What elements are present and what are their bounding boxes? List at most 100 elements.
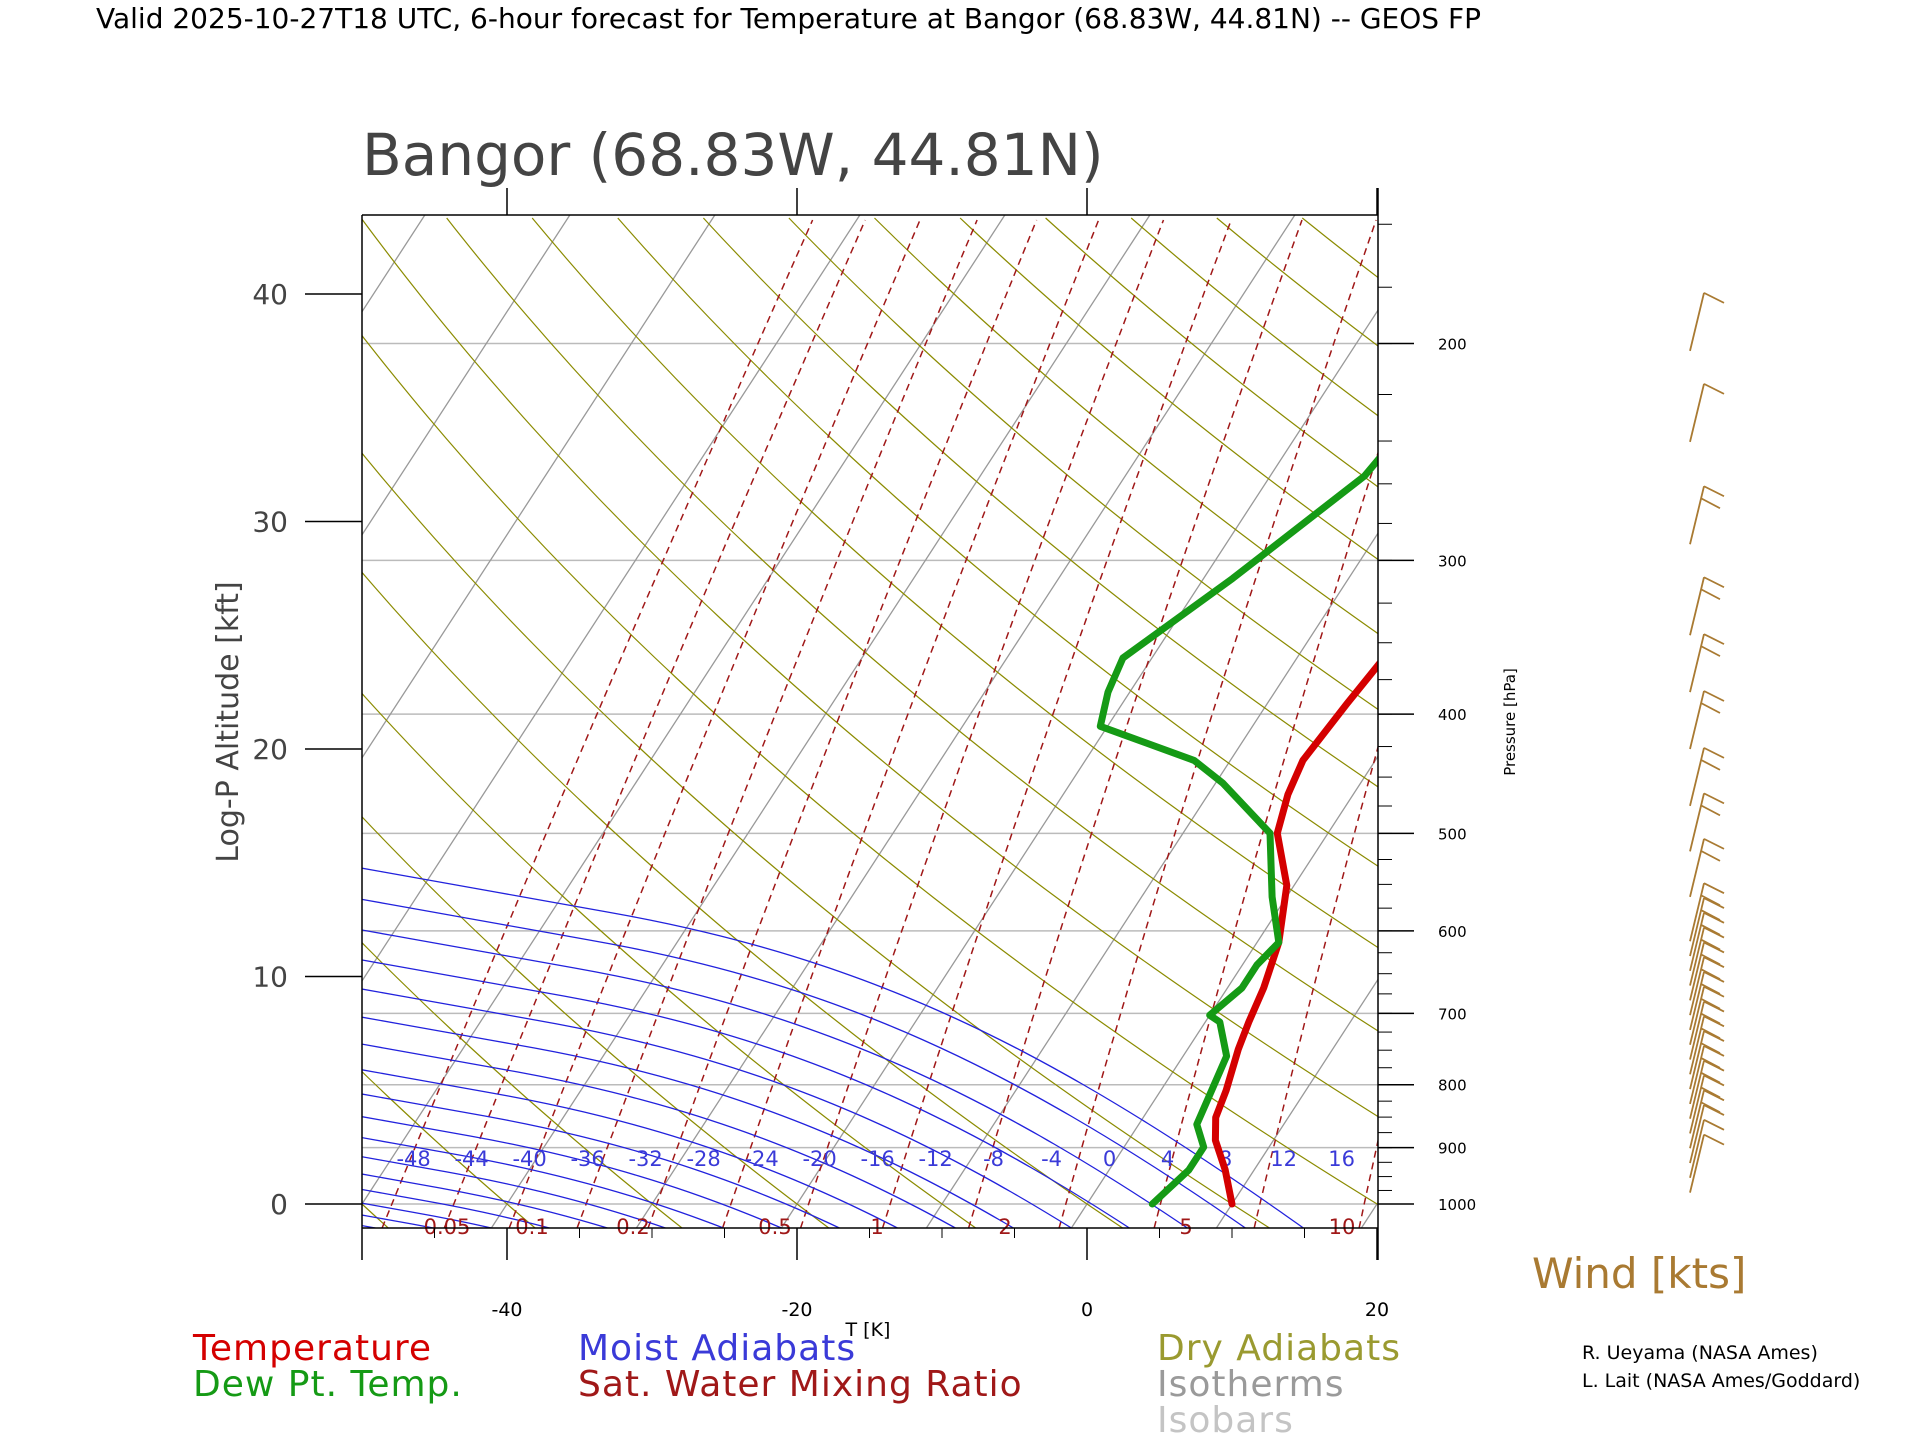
mixing-ratio-line	[1254, 220, 1535, 1228]
dry-adiabat-line	[0, 218, 535, 1228]
moist-adiabat-label: -32	[628, 1147, 662, 1171]
moist-adiabat-line	[0, 212, 549, 1228]
moist-adiabat-line	[0, 212, 839, 1228]
wind-barb-staff	[1690, 793, 1704, 851]
dry-adiabat-line	[1388, 218, 1920, 1228]
moist-adiabat-label: -20	[802, 1147, 836, 1171]
credit-line-1: R. Ueyama (NASA Ames)	[1582, 1342, 1818, 1364]
wind-barb-flag	[1701, 646, 1720, 656]
wind-barb-flag	[1704, 793, 1724, 803]
wind-barb-flag	[1701, 851, 1720, 861]
x-tick-label: -20	[781, 1299, 812, 1321]
dry-adiabat-line	[1217, 218, 1920, 1228]
dry-adiabat-line	[19, 218, 976, 1228]
mixing-ratio-line	[723, 220, 1099, 1228]
moist-adiabat-label: -16	[860, 1147, 894, 1171]
pressure-tick-label: 600	[1438, 923, 1467, 941]
wind-barb-flag	[1704, 1135, 1724, 1145]
y-tick-label: 20	[252, 733, 288, 766]
credit-line-2: L. Lait (NASA Ames/Goddard)	[1582, 1370, 1860, 1392]
mixing-ratio-line	[1701, 220, 1892, 1228]
dry-adiabat-line	[0, 218, 682, 1228]
moist-adiabat-label: -28	[686, 1147, 720, 1171]
dry-adiabat-line	[1302, 218, 1920, 1228]
pressure-tick-label: 800	[1438, 1077, 1467, 1095]
dry-adiabat-line	[875, 218, 1920, 1228]
mixing-ratio-line	[1359, 220, 1619, 1228]
dry-adiabat-line	[0, 218, 388, 1228]
legend-dewpoint: Dew Pt. Temp.	[193, 1364, 463, 1405]
wind-barb-flag	[1701, 589, 1720, 599]
wind-barb-staff	[1690, 691, 1704, 749]
legend-isotherms: Isotherms	[1157, 1364, 1344, 1405]
mixing-ratio-line	[509, 220, 920, 1228]
mixing-ratio-line	[444, 220, 865, 1228]
legend-temperature: Temperature	[193, 1328, 432, 1369]
wind-barb-flag	[1704, 691, 1724, 701]
mixing-ratio-label: 0.05	[424, 1215, 471, 1239]
legend-dry-adiabats: Dry Adiabats	[1157, 1328, 1401, 1369]
dry-adiabat-line	[618, 218, 1920, 1228]
moist-adiabat-line	[0, 212, 1129, 1228]
y-tick-label: 40	[252, 278, 288, 311]
isotherm-line	[1071, 215, 1729, 1228]
dewpoint-line	[1100, 226, 1621, 1204]
mixing-ratio-label: 10	[1329, 1215, 1356, 1239]
legend-moist-adiabats: Moist Adiabats	[578, 1328, 856, 1369]
pressure-tick-label: 400	[1438, 706, 1467, 724]
moist-adiabat-label: 12	[1270, 1147, 1297, 1171]
moist-adiabat-label: -44	[454, 1147, 488, 1171]
isotherm-line	[1506, 215, 1920, 1228]
wind-barb-flag	[1704, 293, 1724, 303]
moist-adiabat-line	[0, 212, 1187, 1228]
x-tick-label: -40	[491, 1299, 522, 1321]
background-lines	[0, 212, 1920, 1228]
pressure-axis-label: Pressure [hPa]	[1501, 668, 1519, 776]
pressure-tick-label: 900	[1438, 1140, 1467, 1158]
wind-barb-staff	[1690, 293, 1704, 351]
mixing-ratio-line	[969, 220, 1302, 1228]
pressure-tick-label: 300	[1438, 552, 1467, 570]
dry-adiabat-line	[447, 218, 1710, 1228]
wind-barb-flag	[1701, 703, 1720, 713]
mixing-ratio-label: 0.1	[515, 1215, 548, 1239]
pressure-tick-label: 200	[1438, 336, 1467, 354]
header-valid-line: Valid 2025-10-27T18 UTC, 6-hour forecast…	[96, 2, 1481, 35]
moist-adiabat-label: -48	[396, 1147, 430, 1171]
dry-adiabat-line	[1559, 218, 1920, 1228]
moist-adiabat-label: 0	[1103, 1147, 1116, 1171]
moist-adiabat-label: -40	[512, 1147, 546, 1171]
moist-adiabat-label: -36	[570, 1147, 604, 1171]
y-tick-label: 30	[252, 506, 288, 539]
legend-mixing-ratio: Sat. Water Mixing Ratio	[578, 1364, 1023, 1405]
x-tick-label: 0	[1081, 1299, 1093, 1321]
moist-adiabat-line	[0, 212, 1013, 1228]
wind-barb-flag	[1704, 883, 1724, 893]
mixing-ratio-line	[1154, 220, 1453, 1228]
wind-barb-flag	[1704, 384, 1724, 394]
isotherm-line	[781, 215, 1439, 1228]
dry-adiabat-line	[0, 218, 829, 1228]
isotherm-line	[201, 215, 859, 1228]
moist-adiabat-label: -12	[918, 1147, 952, 1171]
y-tick-label: 10	[252, 961, 288, 994]
dry-adiabat-line	[190, 218, 1270, 1228]
mixing-ratio-line	[1583, 220, 1798, 1228]
isotherm-line	[1651, 215, 1920, 1228]
mixing-ratio-label: 2	[998, 1215, 1011, 1239]
isotherm-line	[0, 215, 135, 1228]
y-tick-label: 0	[270, 1188, 288, 1221]
wind-barb-staff	[1690, 577, 1704, 635]
wind-barb-flag	[1704, 1120, 1724, 1130]
x-tick-label: 20	[1365, 1299, 1389, 1321]
legend-isobars: Isobars	[1157, 1400, 1294, 1441]
wind-barb-staff	[1690, 486, 1704, 544]
wind-panel-label: Wind [kts]	[1532, 1249, 1746, 1298]
mixing-ratio-label: 5	[1179, 1215, 1192, 1239]
isotherm-line	[56, 215, 714, 1228]
wind-barbs	[1690, 293, 1724, 1193]
wind-barb-flag	[1704, 748, 1724, 758]
chart-title: Bangor (68.83W, 44.81N)	[362, 121, 1104, 189]
dry-adiabat-line	[789, 218, 1920, 1228]
